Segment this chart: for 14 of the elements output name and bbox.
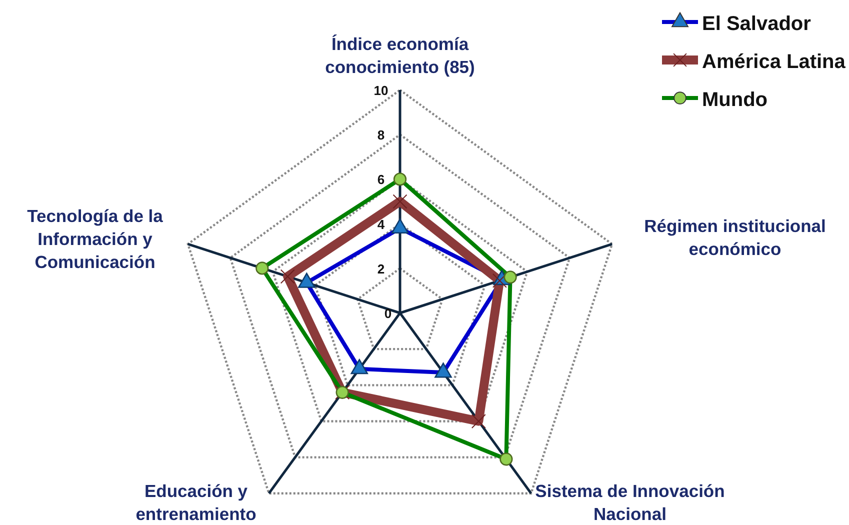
legend-label: El Salvador <box>702 13 812 35</box>
spoke-label: Índice economía conocimiento (85) <box>325 34 475 77</box>
spoke-label: Sistema de Innovación Nacional <box>535 481 725 524</box>
y-tick-label: 2 <box>377 261 385 276</box>
y-tick-label: 10 <box>374 83 388 98</box>
legend-label: Mundo <box>702 89 768 111</box>
y-tick-label: 0 <box>384 306 392 321</box>
y-tick-label: 4 <box>377 216 386 232</box>
y-tick-label: 6 <box>377 172 385 188</box>
y-tick-label: 8 <box>377 128 385 143</box>
spoke-label: Régimen institucional económico <box>644 216 826 259</box>
spoke-label: Tecnología de la Información y Comunicación <box>27 206 164 272</box>
legend-label: América Latina <box>702 51 846 73</box>
spoke-label: Educación y entrenamiento <box>136 481 256 524</box>
